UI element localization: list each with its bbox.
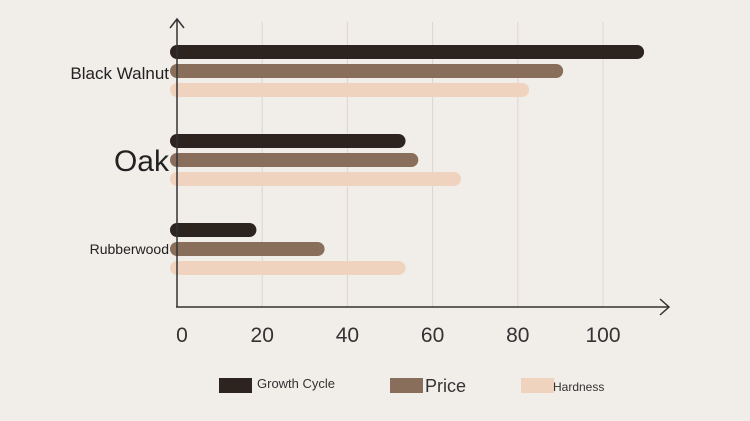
bar-base-oak-hardness <box>177 172 185 186</box>
category-label-rubberwood: Rubberwood <box>90 241 169 257</box>
x-tick-labels: 0 20 40 60 80 100 <box>176 324 620 347</box>
legend: Growth Cycle Price Hardness <box>219 376 604 396</box>
x-tick-label-20: 20 <box>251 324 274 347</box>
category-labels: Black Walnut Oak Rubberwood <box>70 64 170 257</box>
legend-label-price: Price <box>425 376 466 396</box>
axes <box>169 17 671 316</box>
x-tick-label-100: 100 <box>585 324 620 347</box>
bar-base-oak-growth-cycle <box>177 134 185 148</box>
legend-swatch-growth-cycle <box>219 378 252 393</box>
bar-base-rubberwood-hardness <box>177 261 185 275</box>
legend-label-growth-cycle: Growth Cycle <box>257 376 335 391</box>
bar-base-black-walnut-growth-cycle <box>177 45 185 59</box>
legend-swatch-hardness <box>521 378 554 393</box>
x-tick-label-40: 40 <box>336 324 359 347</box>
bar-base-rubberwood-price <box>177 242 185 256</box>
bars <box>170 45 645 275</box>
legend-label-hardness: Hardness <box>553 380 604 394</box>
y-axis-arrow-icon <box>169 17 185 29</box>
bar-base-oak-price <box>177 153 185 167</box>
category-label-black-walnut: Black Walnut <box>70 64 169 83</box>
x-tick-label-60: 60 <box>421 324 444 347</box>
bar-base-black-walnut-hardness <box>177 83 185 97</box>
legend-swatch-price <box>390 378 423 393</box>
bar-base-rubberwood-growth-cycle <box>177 223 185 237</box>
x-tick-label-80: 80 <box>506 324 529 347</box>
category-label-oak: Oak <box>114 145 170 178</box>
x-axis-arrow-icon <box>659 298 671 316</box>
bar-base-black-walnut-price <box>177 64 185 78</box>
x-tick-label-0: 0 <box>176 324 188 347</box>
